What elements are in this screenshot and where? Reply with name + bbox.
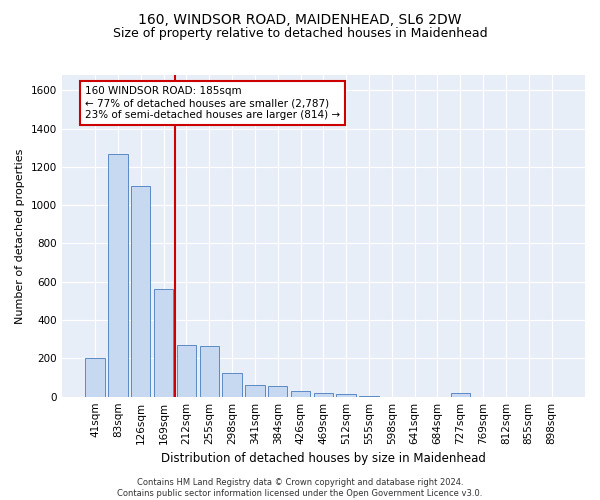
X-axis label: Distribution of detached houses by size in Maidenhead: Distribution of detached houses by size … (161, 452, 486, 465)
Bar (314, 393, 333, 396)
Bar (85, 358, 105, 397)
Bar (223, 372, 242, 396)
Text: 160 WINDSOR ROAD: 185sqm
← 77% of detached houses are smaller (2,787)
23% of sem: 160 WINDSOR ROAD: 185sqm ← 77% of detach… (85, 86, 340, 120)
Bar (268, 386, 287, 396)
Bar (154, 290, 173, 397)
Bar (108, 154, 128, 396)
Text: 160, WINDSOR ROAD, MAIDENHEAD, SL6 2DW: 160, WINDSOR ROAD, MAIDENHEAD, SL6 2DW (138, 12, 462, 26)
Bar (131, 186, 151, 396)
Bar (245, 385, 265, 396)
Text: Contains HM Land Registry data © Crown copyright and database right 2024.
Contai: Contains HM Land Registry data © Crown c… (118, 478, 482, 498)
Bar (177, 345, 196, 397)
Text: Size of property relative to detached houses in Maidenhead: Size of property relative to detached ho… (113, 28, 487, 40)
Bar (291, 391, 310, 396)
Bar (200, 346, 219, 397)
Y-axis label: Number of detached properties: Number of detached properties (15, 148, 25, 324)
Bar (451, 393, 470, 396)
Bar (337, 394, 356, 396)
